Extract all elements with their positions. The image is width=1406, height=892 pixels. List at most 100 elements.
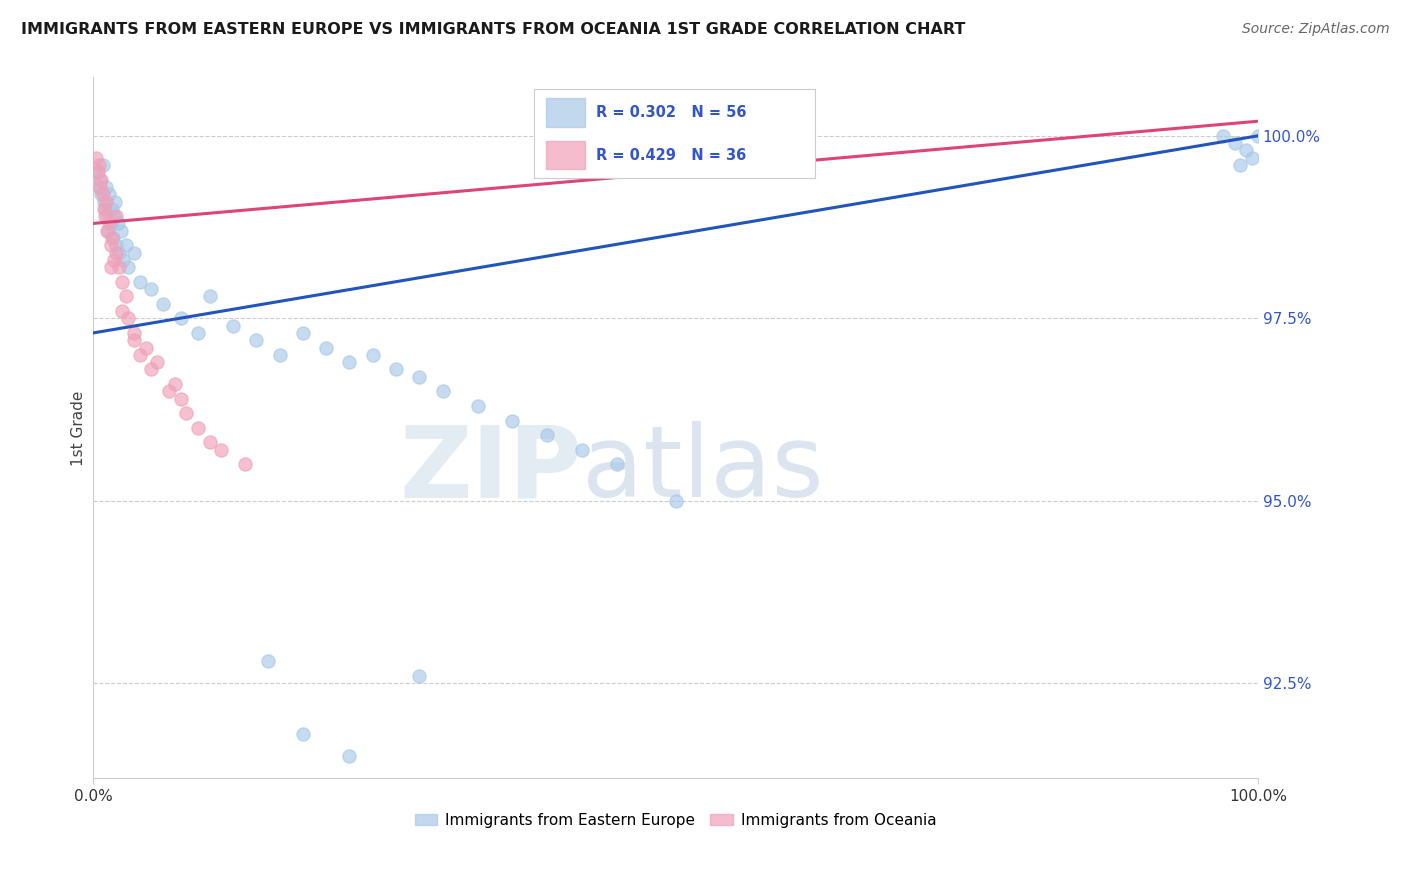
Bar xyxy=(546,141,585,169)
Point xyxy=(89,180,111,194)
Point xyxy=(169,392,191,406)
Point xyxy=(315,341,337,355)
Point xyxy=(91,158,114,172)
Point xyxy=(467,399,489,413)
Point xyxy=(169,311,191,326)
Point xyxy=(122,326,145,340)
Point xyxy=(198,435,221,450)
Point xyxy=(105,245,128,260)
Point xyxy=(97,224,120,238)
Point xyxy=(339,749,361,764)
Point xyxy=(112,252,135,267)
Point xyxy=(111,304,134,318)
Text: atlas: atlas xyxy=(582,421,824,518)
Legend: Immigrants from Eastern Europe, Immigrants from Oceania: Immigrants from Eastern Europe, Immigran… xyxy=(408,806,942,834)
Point xyxy=(87,165,110,179)
Point xyxy=(87,158,110,172)
Point xyxy=(84,151,107,165)
Point xyxy=(361,348,384,362)
Text: R = 0.302   N = 56: R = 0.302 N = 56 xyxy=(596,105,747,120)
Point xyxy=(94,180,117,194)
Point xyxy=(157,384,180,399)
Point xyxy=(100,260,122,275)
Point xyxy=(100,216,122,230)
Point xyxy=(90,187,112,202)
Point xyxy=(114,289,136,303)
Point xyxy=(122,245,145,260)
Text: R = 0.429   N = 36: R = 0.429 N = 36 xyxy=(596,148,747,162)
Point xyxy=(187,421,209,435)
Point xyxy=(222,318,245,333)
Point xyxy=(98,187,121,202)
Point xyxy=(187,326,209,340)
Text: ZIP: ZIP xyxy=(399,421,582,518)
Point xyxy=(101,202,124,216)
Point xyxy=(141,362,163,376)
Point xyxy=(94,209,117,223)
Point xyxy=(501,413,523,427)
Point xyxy=(103,252,125,267)
Point xyxy=(107,216,129,230)
Point xyxy=(86,165,108,179)
Point xyxy=(432,384,454,399)
Point xyxy=(1212,128,1234,143)
Bar xyxy=(546,98,585,127)
Point xyxy=(104,194,127,209)
Point xyxy=(1247,128,1270,143)
Y-axis label: 1st Grade: 1st Grade xyxy=(72,390,86,466)
Text: Source: ZipAtlas.com: Source: ZipAtlas.com xyxy=(1241,22,1389,37)
Point xyxy=(128,348,150,362)
Point xyxy=(111,275,134,289)
Point xyxy=(87,180,110,194)
Point xyxy=(1234,144,1257,158)
Point xyxy=(339,355,361,369)
Point xyxy=(385,362,408,376)
Point xyxy=(233,458,256,472)
Point xyxy=(105,238,128,252)
Point xyxy=(571,442,593,457)
Point xyxy=(257,655,280,669)
Point xyxy=(100,238,122,252)
Point xyxy=(176,406,198,420)
Point xyxy=(245,333,267,347)
Point xyxy=(141,282,163,296)
Point xyxy=(101,231,124,245)
Point xyxy=(96,209,118,223)
Point xyxy=(291,326,314,340)
Point xyxy=(146,355,169,369)
Point xyxy=(135,341,157,355)
Point xyxy=(664,493,686,508)
Point xyxy=(1229,158,1251,172)
Point xyxy=(1223,136,1246,150)
Point xyxy=(198,289,221,303)
Point xyxy=(105,209,128,223)
Text: IMMIGRANTS FROM EASTERN EUROPE VS IMMIGRANTS FROM OCEANIA 1ST GRADE CORRELATION : IMMIGRANTS FROM EASTERN EUROPE VS IMMIGR… xyxy=(21,22,966,37)
Point xyxy=(163,377,186,392)
Point xyxy=(114,238,136,252)
Point xyxy=(94,202,117,216)
Point xyxy=(90,172,112,186)
Point xyxy=(209,442,232,457)
Point xyxy=(408,669,430,683)
Point xyxy=(96,224,118,238)
Point xyxy=(152,297,174,311)
Point xyxy=(110,224,132,238)
Point xyxy=(117,260,139,275)
Point xyxy=(89,172,111,186)
Point xyxy=(269,348,291,362)
Point xyxy=(291,727,314,741)
Point xyxy=(93,202,115,216)
Point xyxy=(94,194,117,209)
Point xyxy=(606,458,628,472)
Point xyxy=(101,231,124,245)
Point xyxy=(93,194,115,209)
Point xyxy=(107,260,129,275)
Point xyxy=(117,311,139,326)
Point xyxy=(536,428,558,442)
Point xyxy=(122,333,145,347)
Point xyxy=(103,209,125,223)
Point xyxy=(408,369,430,384)
Point xyxy=(98,216,121,230)
Point xyxy=(1240,151,1263,165)
Point xyxy=(91,187,114,202)
